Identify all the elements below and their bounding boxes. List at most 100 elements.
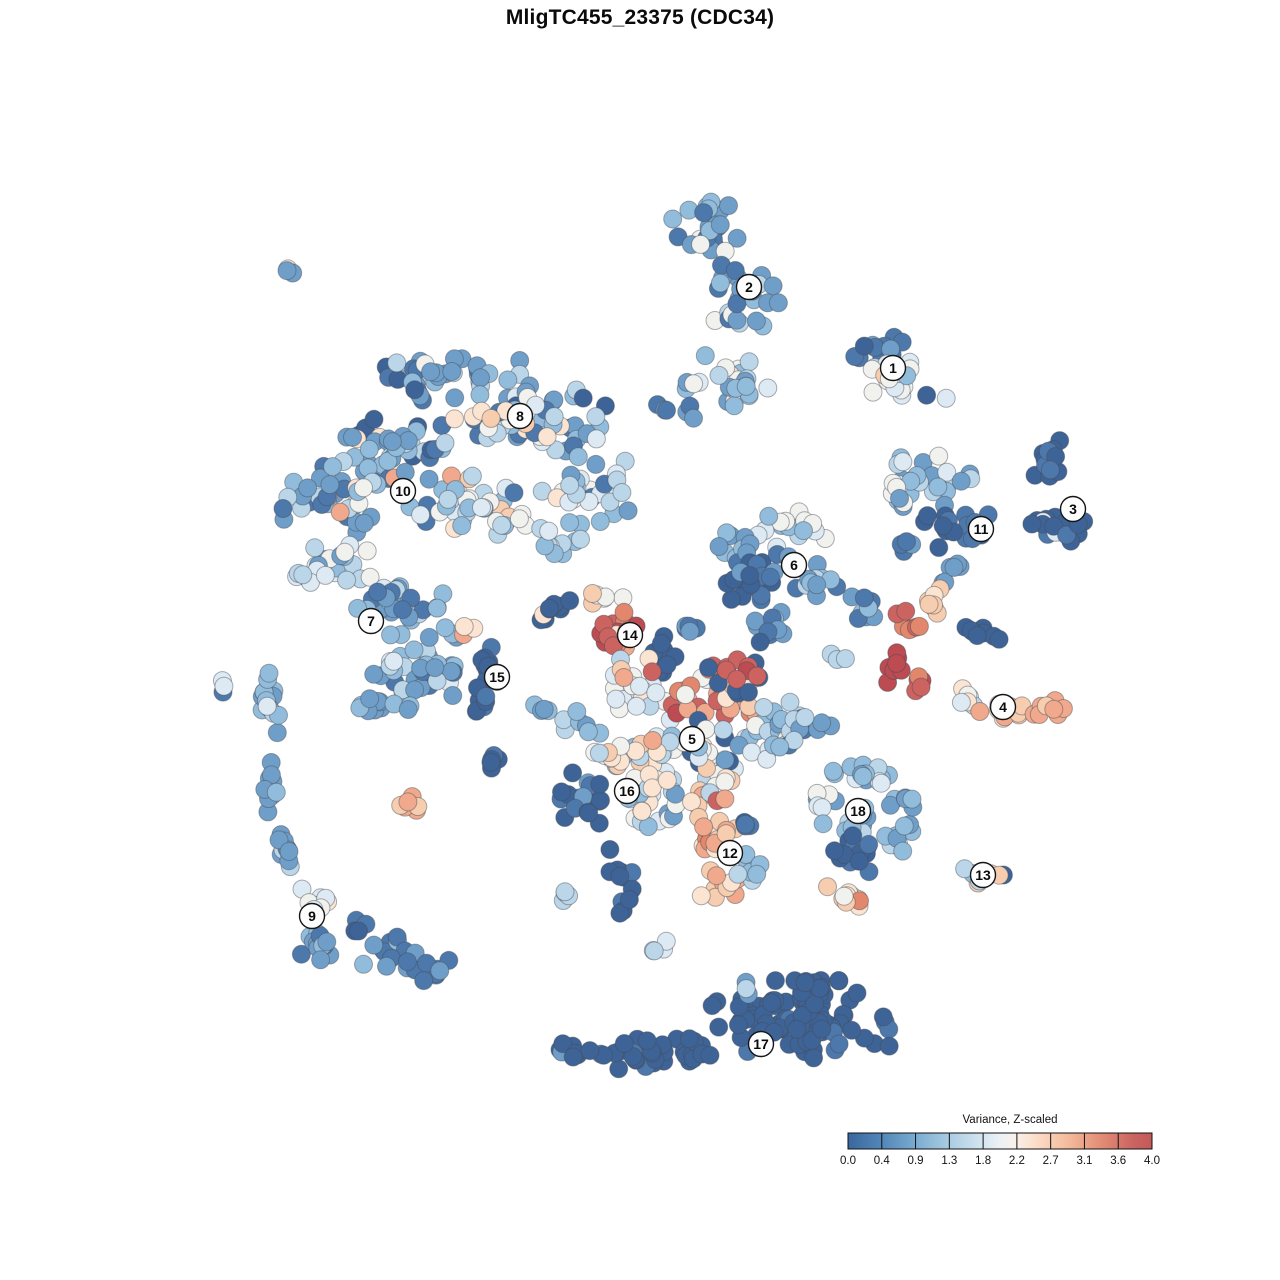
data-point <box>849 851 869 871</box>
data-point <box>317 932 337 952</box>
data-point <box>266 782 286 802</box>
data-point <box>911 677 931 697</box>
data-point <box>854 588 874 608</box>
data-point <box>715 789 735 809</box>
data-point <box>476 687 496 706</box>
data-point <box>534 699 554 719</box>
data-point <box>682 792 701 812</box>
data-point <box>812 713 832 733</box>
data-point <box>951 471 971 491</box>
data-point <box>405 380 425 400</box>
data-point <box>580 1041 600 1061</box>
cluster-label-2: 2 <box>735 273 763 301</box>
data-point <box>919 594 939 614</box>
data-point <box>871 773 891 793</box>
data-point <box>425 658 445 678</box>
svg-text:10: 10 <box>395 483 411 499</box>
data-point <box>626 696 646 716</box>
data-point <box>578 722 598 742</box>
data-point <box>438 489 458 509</box>
data-point <box>445 388 465 408</box>
data-point <box>897 532 916 552</box>
data-point <box>967 626 987 646</box>
data-point <box>859 834 879 854</box>
data-point <box>359 439 379 459</box>
data-point <box>804 1048 824 1068</box>
data-point <box>579 803 599 823</box>
data-point <box>933 516 953 536</box>
data-point <box>563 763 583 783</box>
svg-text:5: 5 <box>688 731 696 747</box>
data-point <box>470 385 490 405</box>
data-point <box>795 708 815 727</box>
data-point <box>610 903 630 923</box>
data-point <box>747 864 767 884</box>
cluster-label-13: 13 <box>969 861 997 889</box>
data-point <box>707 866 726 886</box>
data-point <box>989 629 1009 649</box>
data-point <box>770 737 790 757</box>
data-point <box>452 516 472 536</box>
data-point <box>896 601 916 621</box>
data-point <box>368 582 388 602</box>
data-point <box>610 866 630 886</box>
data-point <box>267 723 287 743</box>
data-point <box>691 886 711 906</box>
data-point <box>443 686 463 705</box>
data-point <box>612 483 632 502</box>
data-point <box>847 983 867 1003</box>
colorbar-tick-label: 2.7 <box>1043 1155 1059 1167</box>
svg-text:15: 15 <box>489 669 505 685</box>
data-point <box>812 798 832 818</box>
data-point <box>335 542 355 562</box>
data-point <box>758 378 778 398</box>
data-point <box>637 1031 657 1051</box>
data-point <box>768 293 788 313</box>
colorbar-tick-label: 1.3 <box>941 1155 957 1167</box>
colorbar-tick-label: 3.1 <box>1076 1155 1092 1167</box>
data-point <box>709 537 729 556</box>
svg-text:7: 7 <box>367 613 375 629</box>
data-point <box>917 385 937 405</box>
data-point <box>397 952 417 972</box>
cluster-label-10: 10 <box>389 477 417 505</box>
svg-text:4: 4 <box>999 699 1007 715</box>
data-point <box>710 273 730 293</box>
data-point <box>445 409 464 429</box>
data-point <box>763 276 783 296</box>
data-point <box>323 457 343 477</box>
data-point <box>354 478 373 498</box>
svg-text:11: 11 <box>974 521 989 537</box>
data-point <box>427 598 447 618</box>
data-point <box>829 971 849 990</box>
data-point <box>546 440 566 460</box>
data-point <box>544 407 564 427</box>
data-point <box>291 944 311 964</box>
data-point <box>929 538 949 557</box>
data-point <box>879 1036 899 1056</box>
data-point <box>349 921 368 941</box>
data-point <box>630 676 649 696</box>
data-point <box>552 782 571 802</box>
data-point <box>823 761 843 781</box>
svg-text:9: 9 <box>308 908 316 924</box>
data-point <box>970 702 990 721</box>
data-point <box>887 653 907 673</box>
data-point <box>709 1017 729 1037</box>
data-point <box>411 505 431 525</box>
data-point <box>724 396 744 416</box>
data-point <box>609 1059 629 1079</box>
data-point <box>762 993 782 1013</box>
data-point <box>632 801 652 821</box>
data-point <box>739 682 758 702</box>
data-point <box>615 451 635 471</box>
data-point <box>746 311 766 331</box>
data-point <box>430 961 450 981</box>
data-point <box>614 1034 634 1053</box>
data-point <box>780 692 800 712</box>
data-point <box>902 789 922 809</box>
cluster-label-15: 15 <box>483 663 511 691</box>
data-point <box>854 336 874 356</box>
data-point <box>618 501 638 521</box>
data-point <box>586 429 606 449</box>
